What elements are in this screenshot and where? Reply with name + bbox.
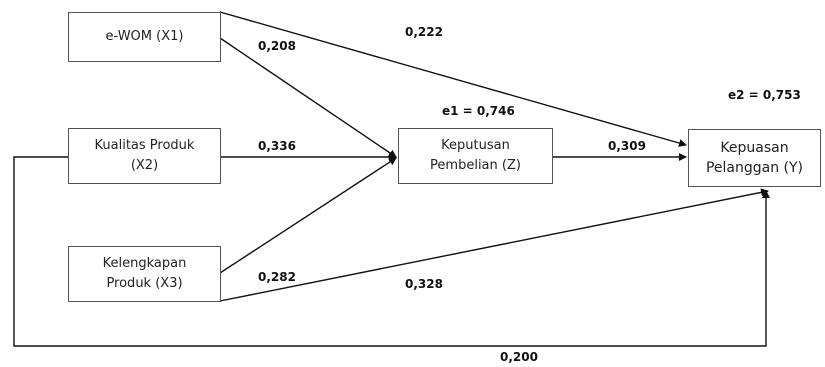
node-z: Keputusan Pembelian (Z) [398,128,553,184]
arrow-x1-to-z [219,37,397,158]
coef-x1-z: 0,208 [258,39,296,53]
coef-x2-z: 0,336 [258,139,296,153]
node-x2: Kualitas Produk (X2) [68,128,221,184]
node-x1: e-WOM (X1) [68,12,221,62]
error-e2: e2 = 0,753 [728,88,801,102]
coef-x2-y: 0,200 [500,350,538,364]
coef-z-y: 0,309 [608,139,646,153]
node-x3: Kelengkapan Produk (X3) [68,246,221,302]
coef-x3-z: 0,282 [258,270,296,284]
error-e1: e1 = 0,746 [442,104,515,118]
arrow-x3-to-y [219,188,769,302]
arrow-x3-to-z [219,157,397,274]
arrow-x2-to-y [13,156,770,347]
arrow-x1-to-y [219,11,687,147]
node-y: Kepuasan Pelanggan (Y) [688,129,821,187]
coef-x3-y: 0,328 [405,277,443,291]
coef-x1-y: 0,222 [405,25,443,39]
